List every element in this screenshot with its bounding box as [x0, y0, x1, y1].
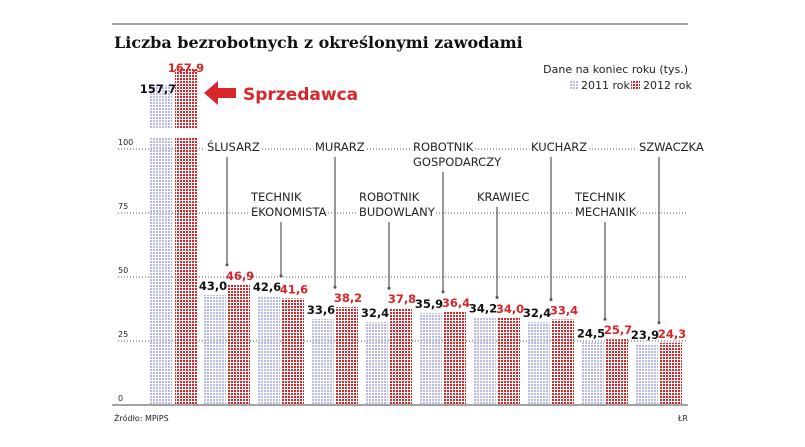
bar-2012-9 [660, 342, 682, 405]
category-label: SZWACZKA [637, 138, 706, 325]
bar-2012-3 [336, 307, 358, 405]
y-tick-label: 50 [118, 266, 128, 275]
leader-dot [549, 297, 553, 301]
category-label-line: ROBOTNIK [413, 140, 474, 154]
credit: ŁR [677, 414, 688, 423]
bar-2011-5 [420, 313, 442, 405]
value-label-2011: 34,2 [469, 301, 497, 315]
leader-dot [387, 286, 391, 290]
bar-2012-4 [390, 308, 412, 405]
chart-title: Liczba bezrobotnych z określonymi zawoda… [114, 33, 523, 52]
value-label-2012: 36,4 [442, 296, 470, 310]
highlight-label: Sprzedawca [243, 85, 358, 105]
value-label-2012: 33,4 [550, 303, 578, 317]
category-label: KRAWIEC [475, 188, 532, 299]
legend-label-2012: 2012 rok [643, 79, 693, 92]
category-label-line: SZWACZKA [639, 140, 704, 154]
bar-2011-0 [150, 138, 172, 405]
bar-2012-0 [175, 138, 197, 405]
highlight-arrow-icon [204, 81, 236, 105]
category-label-line: TECHNIK [250, 190, 302, 204]
value-label-2012: 167,9 [168, 61, 204, 75]
category-label: KUCHARZ [529, 138, 590, 301]
value-label-2012: 41,6 [280, 283, 308, 297]
category-label-line: KUCHARZ [531, 140, 587, 154]
bar-2012-6 [498, 317, 520, 405]
y-tick-label: 75 [118, 202, 128, 211]
bar-2011-2 [258, 295, 280, 405]
bar-2011-3 [312, 318, 334, 405]
legend-swatch-2011 [569, 80, 578, 89]
category-label-line: GOSPODARCZY [413, 155, 502, 169]
bar-2012-2 [282, 298, 304, 405]
value-label-2011: 32,4 [361, 306, 389, 320]
leader-dot [333, 285, 337, 289]
value-label-2012: 24,3 [658, 327, 686, 341]
value-label-2011: 33,6 [307, 303, 335, 317]
leader-dot [441, 290, 445, 294]
value-label-2011: 43,0 [199, 279, 227, 293]
y-tick-label: 25 [118, 330, 128, 339]
bar-2011-7 [528, 322, 550, 405]
value-label-2012: 25,7 [604, 323, 632, 337]
bar-2011-6 [474, 317, 496, 405]
bar-2012-8 [606, 339, 628, 405]
category-label-line: ROBOTNIK [359, 190, 420, 204]
leader-dot [495, 295, 499, 299]
value-label-2011: 32,4 [523, 306, 551, 320]
category-label-line: EKONOMISTA [251, 205, 327, 219]
y-tick-label: 0 [118, 394, 123, 403]
value-label-2011: 42,6 [253, 280, 281, 294]
source-note: Źródło: MPiPS [114, 412, 169, 423]
value-label-2012: 37,8 [388, 292, 416, 306]
bar-2011-0-top [150, 85, 172, 128]
leader-dot [279, 274, 283, 278]
category-label-line: MURARZ [315, 140, 365, 154]
legend-label-2011: 2011 rok [581, 79, 631, 92]
category-label: ŚLUSARZ [205, 137, 262, 267]
value-label-2012: 34,0 [496, 302, 524, 316]
category-label-line: MECHANIK [575, 205, 637, 219]
bar-2011-4 [366, 322, 388, 405]
bar-2011-9 [636, 343, 658, 405]
value-label-2011: 23,9 [631, 328, 659, 342]
legend-swatch-2012 [631, 80, 640, 89]
bar-2012-5 [444, 311, 466, 405]
bar-2012-7 [552, 319, 574, 405]
bar-2011-8 [582, 342, 604, 405]
bar-2011-1 [204, 294, 226, 405]
y-tick-label: 100 [118, 138, 133, 147]
value-label-2012: 38,2 [334, 291, 362, 305]
bar-2012-1 [228, 284, 250, 405]
value-label-2012: 46,9 [226, 269, 254, 283]
category-label-line: TECHNIK [574, 190, 626, 204]
category-label: MURARZ [313, 138, 367, 289]
leader-dot [603, 317, 607, 321]
leader-dot [225, 263, 229, 267]
value-label-2011: 157,7 [140, 82, 176, 96]
bar-2012-0-top [175, 68, 197, 128]
chart-subtitle: Dane na koniec roku (tys.) [543, 63, 688, 76]
category-label-line: BUDOWLANY [359, 205, 436, 219]
category-label-line: ŚLUSARZ [207, 139, 260, 154]
value-label-2011: 24,5 [577, 326, 605, 340]
value-label-2011: 35,9 [415, 297, 443, 311]
category-label-line: KRAWIEC [477, 190, 529, 204]
leader-dot [657, 321, 661, 325]
legend: 2011 rok 2012 rok [569, 79, 693, 92]
